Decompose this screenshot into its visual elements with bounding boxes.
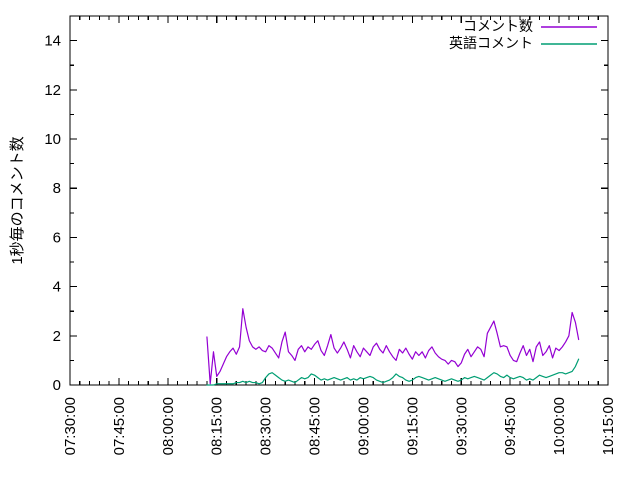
x-tick-label: 08:15:00 (209, 397, 226, 455)
x-tick-label: 09:30:00 (453, 397, 470, 455)
y-tick-label: 12 (44, 82, 61, 99)
y-axis-ticks (70, 40, 608, 386)
x-tick-label: 08:45:00 (307, 397, 324, 455)
y-tick-label: 14 (44, 33, 61, 50)
x-tick-label: 07:45:00 (111, 397, 128, 455)
legend-label-1: コメント数 (463, 18, 533, 34)
x-tick-label: 10:00:00 (551, 397, 568, 455)
x-tick-label: 09:45:00 (502, 397, 519, 455)
y-tick-label: 2 (53, 328, 61, 345)
x-tick-label: 07:30:00 (62, 397, 79, 455)
series-line-2 (206, 358, 580, 386)
x-tick-label: 10:15:00 (600, 397, 617, 455)
x-tick-label: 08:00:00 (160, 397, 177, 455)
x-tick-label: 09:00:00 (355, 397, 372, 455)
plot-frame (69, 15, 609, 386)
y-tick-label: 8 (53, 180, 61, 197)
y-tick-label: 10 (44, 131, 61, 148)
y-tick-label: 4 (53, 279, 61, 296)
x-tick-label: 08:30:00 (258, 397, 275, 455)
x-axis-tick-labels: 07:30:00 07:45:00 08:00:00 08:15:00 08:30:00… (62, 397, 617, 455)
x-tick-label: 09:15:00 (404, 397, 421, 455)
y-axis-tick-labels: 0 2 4 6 8 10 12 14 (44, 33, 61, 394)
series-line-1 (206, 308, 580, 385)
y-tick-label: 6 (53, 229, 61, 246)
y-axis-title: 1秒毎のコメント数 (9, 136, 26, 264)
y-tick-label: 0 (53, 377, 61, 394)
legend-label-2: 英語コメント (449, 35, 533, 51)
y-axis-title-text: 1秒毎のコメント数 (9, 136, 26, 264)
data-series-group (206, 308, 580, 386)
x-axis-ticks (69, 16, 609, 385)
